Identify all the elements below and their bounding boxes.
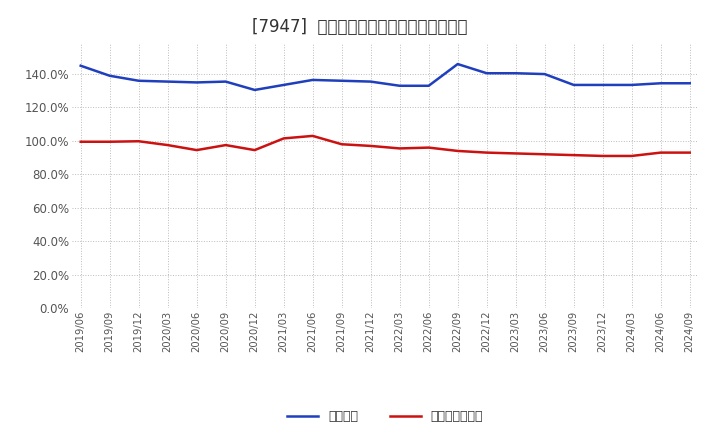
Legend: 固定比率, 固定長期適合率: 固定比率, 固定長期適合率: [282, 406, 488, 429]
固定長期適合率: [598, 153, 607, 158]
固定長期適合率: [279, 136, 288, 141]
固定比率: [135, 78, 143, 84]
固定比率: [598, 82, 607, 88]
固定長期適合率: [482, 150, 491, 155]
固定比率: [570, 82, 578, 88]
固定長期適合率: [511, 151, 520, 156]
固定比率: [454, 62, 462, 67]
固定比率: [541, 71, 549, 77]
固定長期適合率: [454, 148, 462, 154]
Line: 固定比率: 固定比率: [81, 64, 690, 90]
固定比率: [511, 70, 520, 76]
固定比率: [657, 81, 665, 86]
固定長期適合率: [163, 143, 172, 148]
固定比率: [424, 83, 433, 88]
固定長期適合率: [627, 153, 636, 158]
固定長期適合率: [192, 147, 201, 153]
固定長期適合率: [657, 150, 665, 155]
固定比率: [251, 87, 259, 92]
固定比率: [279, 82, 288, 88]
Line: 固定長期適合率: 固定長期適合率: [81, 136, 690, 156]
固定長期適合率: [570, 153, 578, 158]
固定長期適合率: [541, 152, 549, 157]
固定比率: [221, 79, 230, 84]
固定長期適合率: [685, 150, 694, 155]
固定長期適合率: [221, 143, 230, 148]
固定比率: [395, 83, 404, 88]
固定長期適合率: [424, 145, 433, 150]
固定長期適合率: [395, 146, 404, 151]
固定長期適合率: [76, 139, 85, 144]
固定比率: [308, 77, 317, 83]
固定長期適合率: [338, 142, 346, 147]
固定比率: [627, 82, 636, 88]
固定比率: [685, 81, 694, 86]
固定長期適合率: [366, 143, 375, 149]
固定長期適合率: [135, 139, 143, 144]
固定比率: [76, 63, 85, 68]
Text: [7947]  固定比率、固定長期適合率の推移: [7947] 固定比率、固定長期適合率の推移: [252, 18, 468, 36]
固定比率: [366, 79, 375, 84]
固定長期適合率: [308, 133, 317, 139]
固定比率: [163, 79, 172, 84]
固定長期適合率: [105, 139, 114, 144]
固定比率: [105, 73, 114, 78]
固定長期適合率: [251, 147, 259, 153]
固定比率: [482, 70, 491, 76]
固定比率: [192, 80, 201, 85]
固定比率: [338, 78, 346, 84]
